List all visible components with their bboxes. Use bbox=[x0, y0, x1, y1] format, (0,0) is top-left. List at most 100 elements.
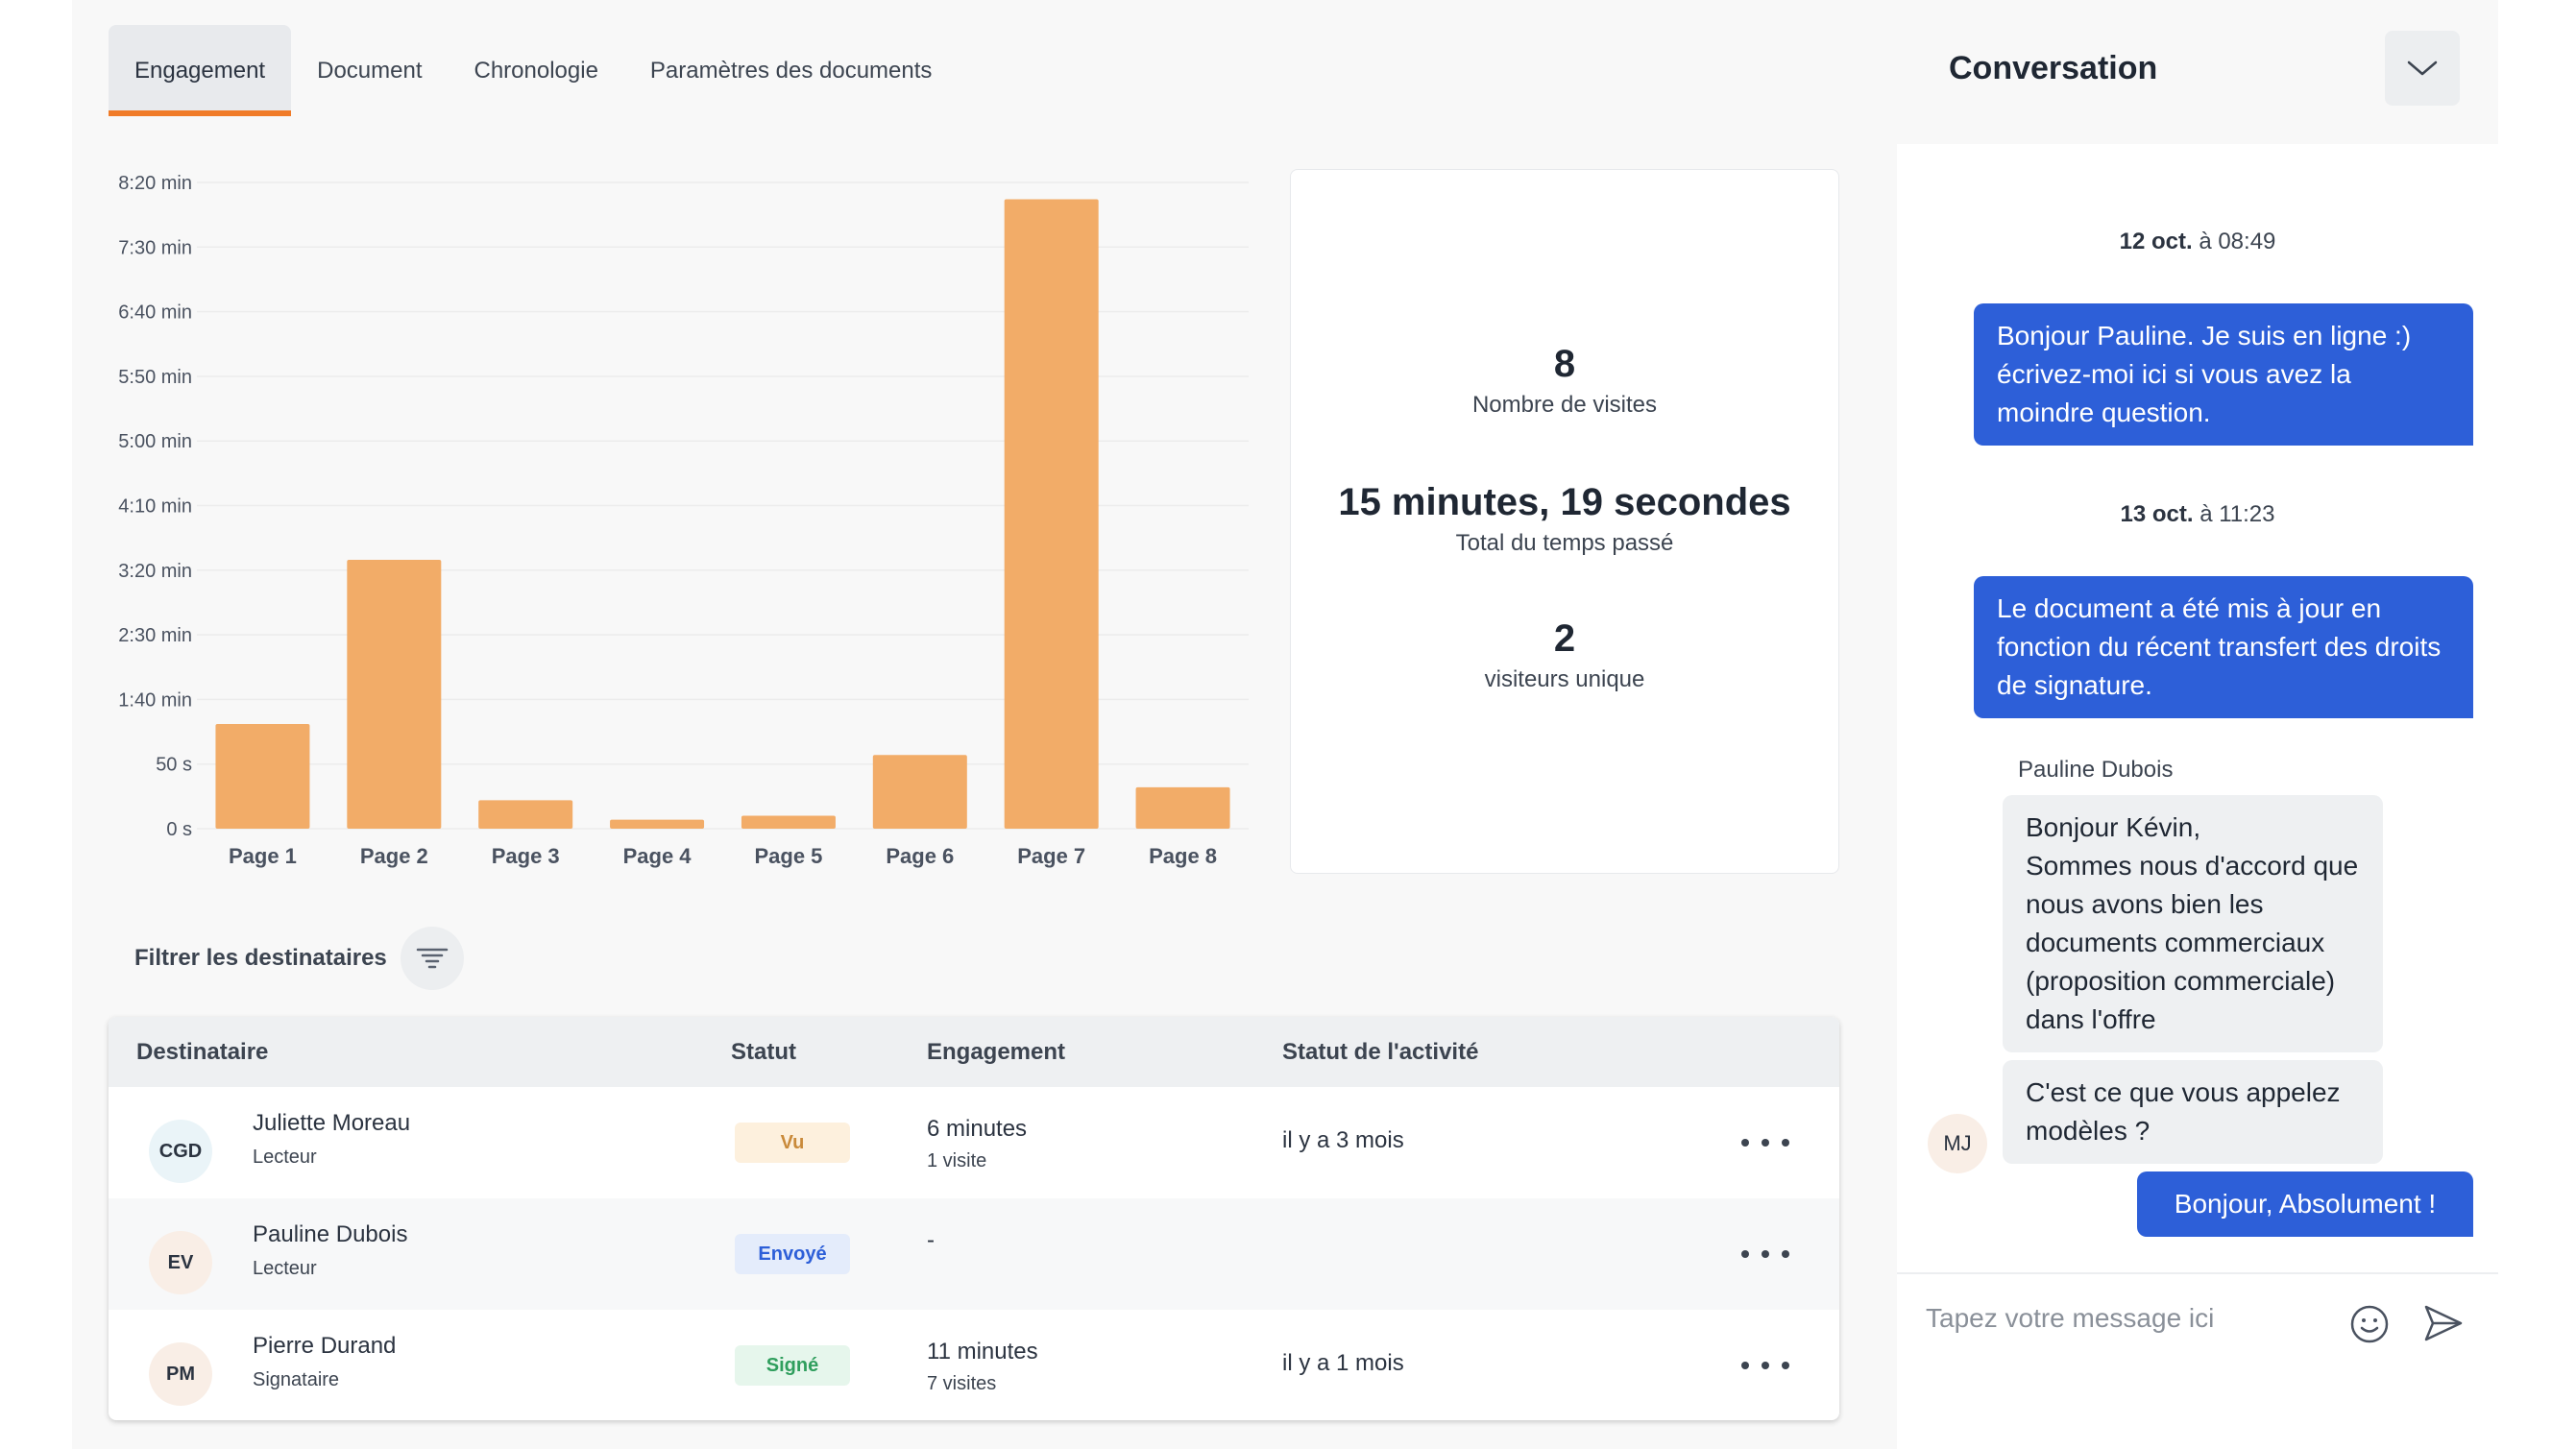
y-tick-label: 8:20 min bbox=[118, 173, 192, 194]
unique-value: 2 bbox=[1553, 617, 1576, 660]
y-tick-label: 50 s bbox=[156, 755, 192, 776]
more-options-icon[interactable] bbox=[1741, 1125, 1789, 1160]
emoji-icon[interactable] bbox=[2348, 1303, 2391, 1345]
header-statut[interactable]: Statut bbox=[731, 1039, 796, 1065]
engagement-bar-chart: 0 s 50 s 1:40 min 2:30 min 3:20 min 4:10 min 5… bbox=[72, 154, 1263, 883]
stat-total-time: 15 minutes, 19 secondes Total du temps p… bbox=[1291, 481, 1838, 557]
stat-unique-visitors: 2 visiteurs unique bbox=[1291, 617, 1838, 693]
avatar: MJ bbox=[1928, 1114, 1987, 1173]
x-tick-label: Page 4 bbox=[623, 844, 693, 868]
message-timestamp: 13 oct. à 11:23 bbox=[1897, 501, 2498, 528]
recipient-role: Lecteur bbox=[253, 1147, 317, 1168]
y-tick-label: 0 s bbox=[166, 819, 192, 840]
avatar: CGD bbox=[149, 1120, 212, 1183]
header-engagement[interactable]: Engagement bbox=[927, 1039, 1066, 1065]
table-header: Destinataire Statut Engagement Statut de… bbox=[109, 1017, 1839, 1087]
send-icon[interactable] bbox=[2421, 1301, 2466, 1345]
table-row[interactable]: PM Pierre Durand Signataire Signé 11 min… bbox=[109, 1310, 1839, 1420]
outgoing-message: Bonjour, Absolument ! bbox=[2137, 1171, 2473, 1237]
app-window: Engagement Document Chronologie Paramètr… bbox=[72, 0, 2498, 1449]
tab-engagement[interactable]: Engagement bbox=[109, 25, 292, 116]
visits-value: 8 bbox=[1553, 343, 1576, 385]
sender-name: Pauline Dubois bbox=[2018, 757, 2174, 783]
table-row[interactable]: CGD Juliette Moreau Lecteur Vu 6 minutes… bbox=[109, 1087, 1839, 1198]
y-tick-label: 6:40 min bbox=[118, 302, 192, 324]
unique-label: visiteurs unique bbox=[1484, 666, 1645, 692]
status-badge: Signé bbox=[735, 1345, 850, 1386]
header-activity-status[interactable]: Statut de l'activité bbox=[1282, 1039, 1479, 1065]
main-panel: Engagement Document Chronologie Paramètr… bbox=[72, 0, 1897, 1449]
y-tick-label: 3:20 min bbox=[118, 561, 192, 582]
x-tick-label: Page 8 bbox=[1149, 844, 1217, 868]
avatar: EV bbox=[149, 1231, 212, 1294]
recipient-role: Signataire bbox=[253, 1369, 340, 1390]
recipients-table: Destinataire Statut Engagement Statut de… bbox=[109, 1017, 1839, 1420]
filter-button[interactable] bbox=[400, 927, 464, 990]
message-timestamp: 12 oct. à 08:49 bbox=[1897, 229, 2498, 255]
more-options-icon[interactable] bbox=[1741, 1237, 1789, 1271]
header-destinataire[interactable]: Destinataire bbox=[136, 1039, 269, 1065]
collapse-button[interactable] bbox=[2385, 31, 2460, 106]
bar-page-2[interactable] bbox=[347, 560, 442, 829]
conversation-header: Conversation bbox=[1897, 0, 2498, 144]
visits-label: Nombre de visites bbox=[1471, 392, 1658, 418]
conversation-panel: Conversation 12 oct. à 08:49 Bonjour Pau… bbox=[1897, 0, 2498, 1449]
y-tick-label: 2:30 min bbox=[118, 625, 192, 646]
status-badge: Envoyé bbox=[735, 1234, 850, 1274]
time-label: Total du temps passé bbox=[1455, 530, 1674, 556]
y-tick-label: 1:40 min bbox=[118, 689, 192, 711]
incoming-message: C'est ce que vous appelez modèles ? bbox=[2003, 1060, 2383, 1164]
y-tick-label: 4:10 min bbox=[118, 496, 192, 518]
message-composer: Tapez votre message ici bbox=[1897, 1272, 2498, 1449]
activity-status: il y a 1 mois bbox=[1282, 1350, 1404, 1376]
tab-bar: Engagement Document Chronologie Paramètr… bbox=[109, 25, 958, 116]
bar-page-8[interactable] bbox=[1135, 786, 1230, 829]
bar-page-1[interactable] bbox=[215, 723, 310, 829]
stat-visits: 8 Nombre de visites bbox=[1291, 343, 1838, 419]
tab-chronologie[interactable]: Chronologie bbox=[474, 57, 598, 84]
timestamp-date: 13 oct. bbox=[2120, 501, 2194, 527]
filter-icon bbox=[416, 948, 449, 969]
filter-label: Filtrer les destinataires bbox=[134, 945, 387, 971]
timestamp-time: à 08:49 bbox=[2199, 229, 2276, 254]
x-tick-label: Page 5 bbox=[754, 844, 822, 868]
tab-document[interactable]: Document bbox=[317, 57, 423, 84]
y-tick-label: 7:30 min bbox=[118, 237, 192, 258]
tab-parametres[interactable]: Paramètres des documents bbox=[649, 57, 933, 84]
activity-status: il y a 3 mois bbox=[1282, 1127, 1404, 1153]
status-badge: Vu bbox=[735, 1123, 850, 1163]
engagement-time: 6 minutes bbox=[927, 1116, 1028, 1142]
avatar: PM bbox=[149, 1342, 212, 1406]
x-tick-label: Page 3 bbox=[492, 844, 560, 868]
recipient-name: Pauline Dubois bbox=[253, 1221, 408, 1247]
y-tick-label: 5:00 min bbox=[118, 431, 192, 452]
recipient-role: Lecteur bbox=[253, 1258, 317, 1279]
engagement-time: - bbox=[927, 1227, 935, 1253]
bar-page-6[interactable] bbox=[872, 755, 967, 829]
chevron-down-icon bbox=[2407, 60, 2438, 76]
recipient-filter: Filtrer les destinataires bbox=[134, 927, 464, 990]
stats-card: 8 Nombre de visites 15 minutes, 19 secon… bbox=[1290, 169, 1839, 874]
more-options-icon[interactable] bbox=[1741, 1348, 1789, 1383]
bar-page-3[interactable] bbox=[478, 800, 573, 829]
engagement-visits: 7 visites bbox=[927, 1373, 997, 1394]
incoming-message: Bonjour Kévin, Sommes nous d'accord que … bbox=[2003, 795, 2383, 1052]
y-tick-label: 5:50 min bbox=[118, 367, 192, 388]
engagement-visits: 1 visite bbox=[927, 1150, 987, 1171]
time-value: 15 minutes, 19 secondes bbox=[1338, 481, 1791, 523]
x-tick-label: Page 6 bbox=[886, 844, 954, 868]
x-tick-label: Page 1 bbox=[229, 844, 297, 868]
x-tick-label: Page 7 bbox=[1017, 844, 1085, 868]
bar-page-4[interactable] bbox=[610, 819, 705, 829]
outgoing-message: Le document a été mis à jour en fonction… bbox=[1974, 576, 2473, 718]
table-row[interactable]: EV Pauline Dubois Lecteur Envoyé - bbox=[109, 1198, 1839, 1310]
bar-page-7[interactable] bbox=[1004, 199, 1099, 830]
timestamp-time: à 11:23 bbox=[2199, 501, 2275, 527]
message-input[interactable]: Tapez votre message ici bbox=[1926, 1303, 2215, 1333]
outgoing-message: Bonjour Pauline. Je suis en ligne :) écr… bbox=[1974, 303, 2473, 446]
chart-canvas: 0 s 50 s 1:40 min 2:30 min 3:20 min 4:10 min 5… bbox=[118, 173, 1249, 868]
bar-page-5[interactable] bbox=[741, 815, 836, 829]
conversation-title: Conversation bbox=[1949, 50, 2158, 86]
recipient-name: Pierre Durand bbox=[253, 1333, 397, 1359]
timestamp-date: 12 oct. bbox=[2119, 229, 2193, 254]
